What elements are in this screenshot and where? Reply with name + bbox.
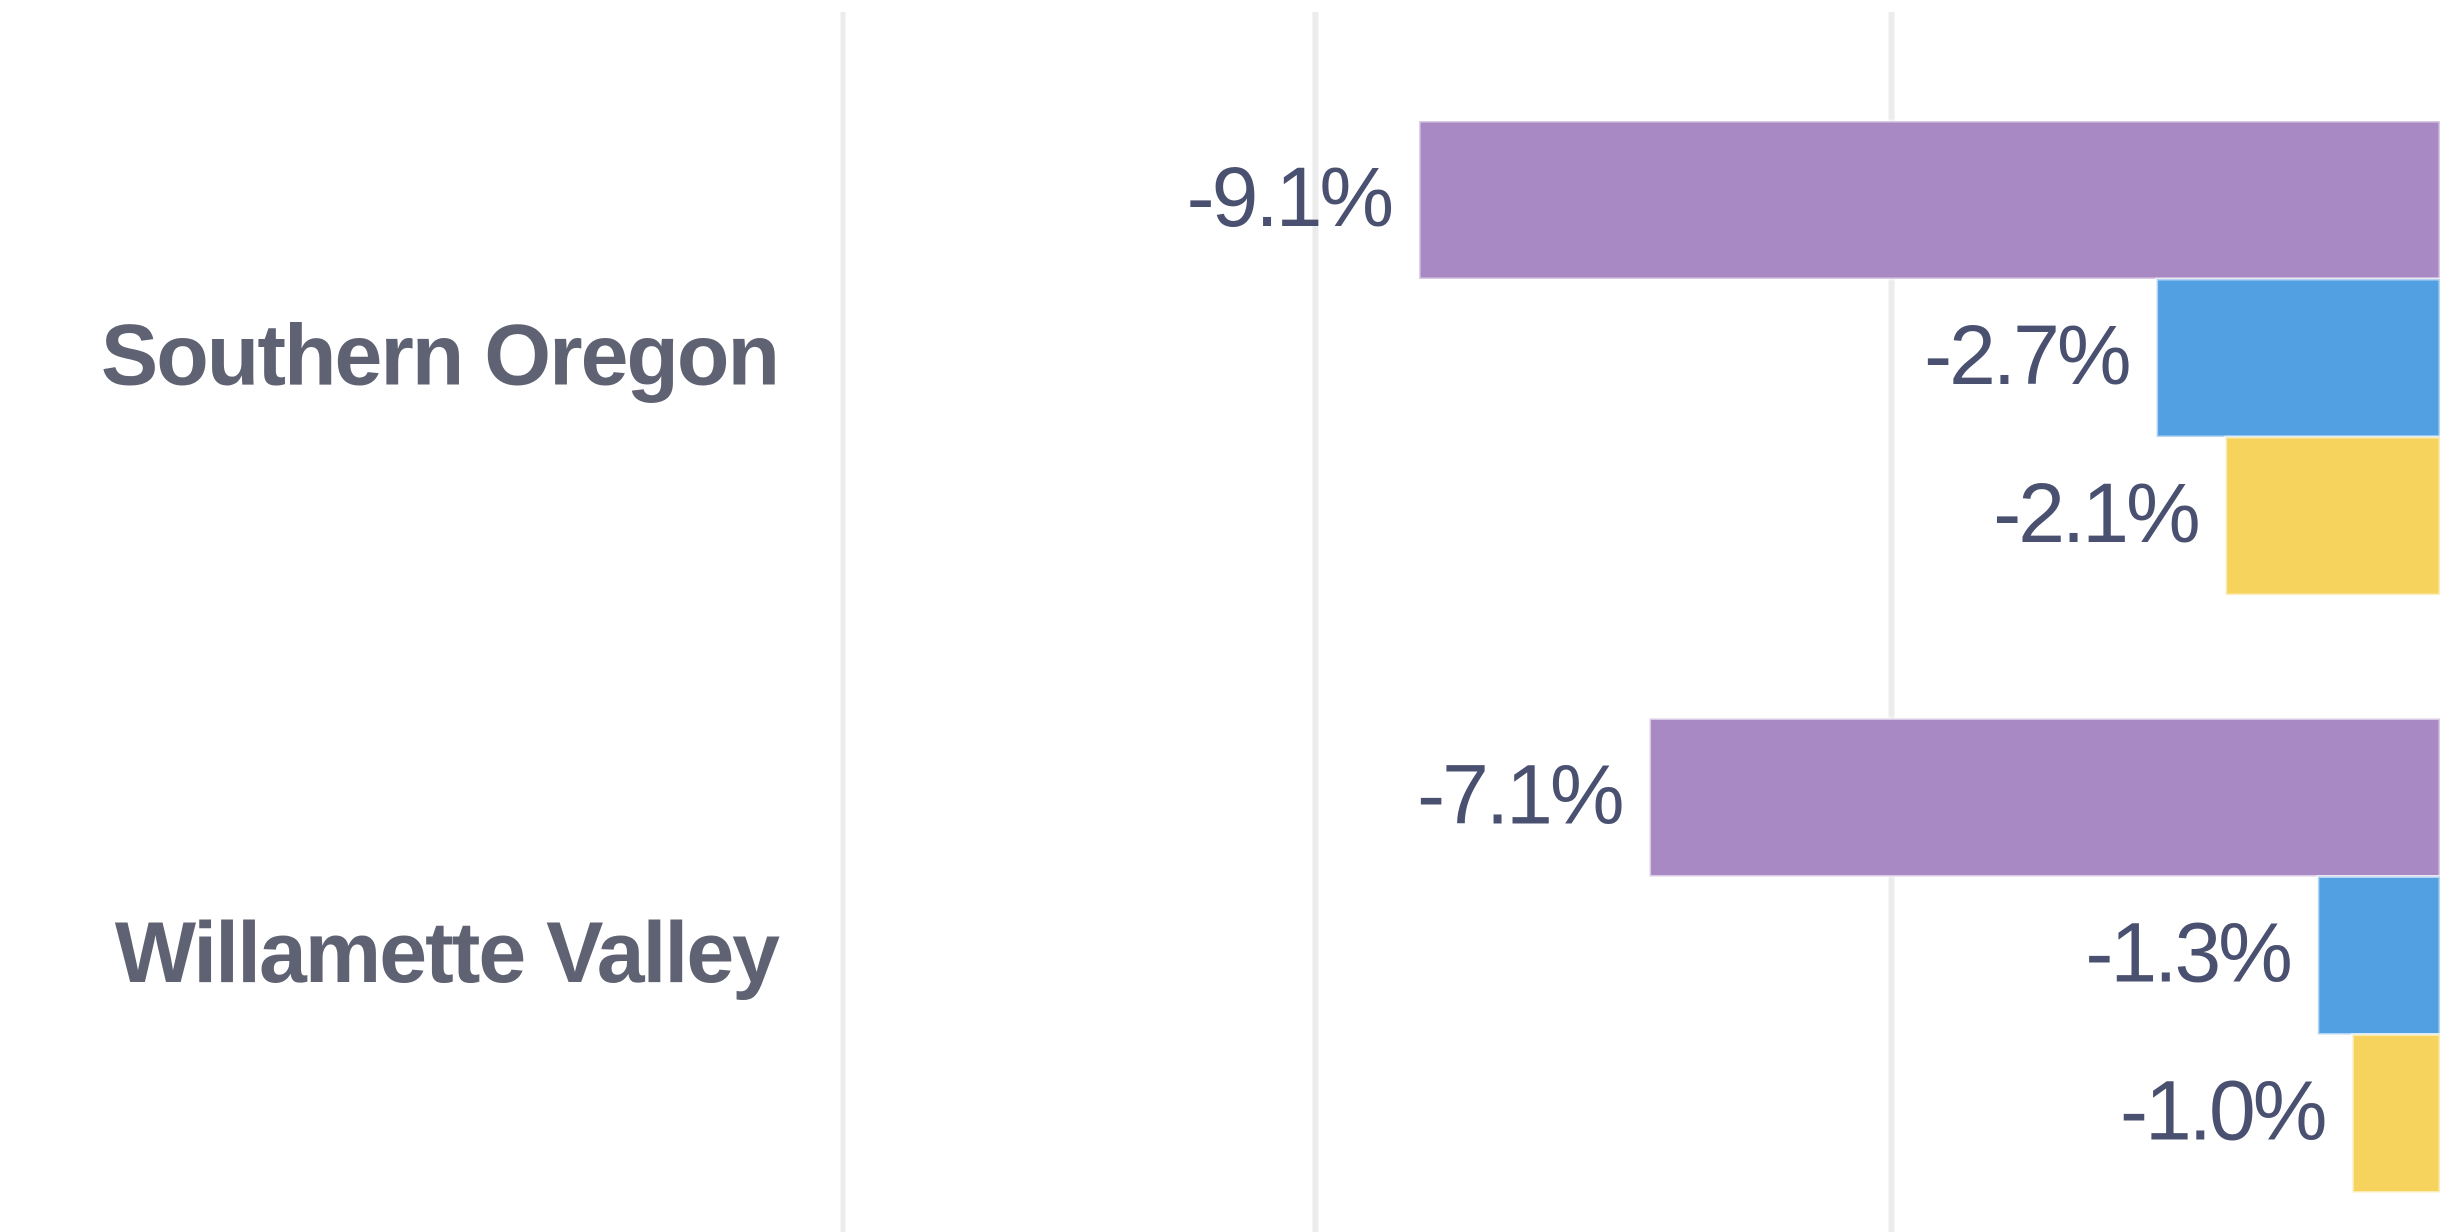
bar: [2155, 277, 2440, 439]
value-label: -7.1%: [1417, 748, 1622, 842]
value-label: -1.0%: [2120, 1064, 2325, 1158]
bar: [1417, 119, 2440, 281]
category-label: Southern Oregon: [101, 308, 778, 404]
value-label: -9.1%: [1187, 150, 1392, 244]
value-label: -2.1%: [1993, 466, 2198, 560]
bar: [1648, 717, 2440, 878]
category-label: Willamette Valley: [115, 905, 780, 1001]
value-label: -2.7%: [1924, 308, 2129, 402]
bar: [2224, 435, 2440, 597]
bar: [2316, 875, 2440, 1036]
bar: [2350, 1033, 2440, 1194]
value-label: -1.3%: [2085, 906, 2290, 1000]
